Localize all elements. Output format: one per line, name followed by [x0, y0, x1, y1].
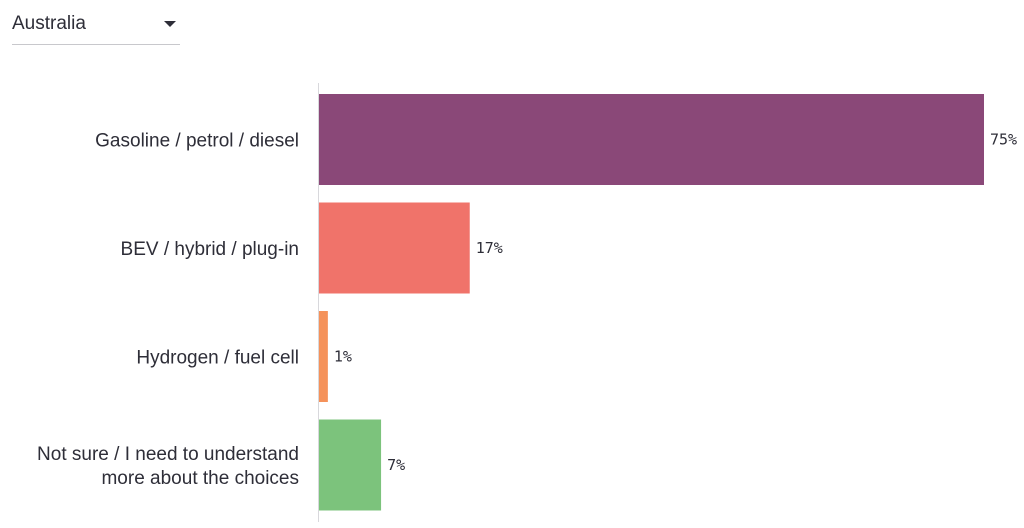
category-label-0: Gasoline / petrol / diesel — [95, 131, 299, 152]
country-dropdown[interactable]: Australia — [12, 8, 180, 45]
bar-value-label-1: 17% — [476, 239, 503, 257]
category-label-1: BEV / hybrid / plug-in — [121, 239, 299, 260]
bar-value-label-3: 7% — [387, 456, 405, 474]
bar-2 — [319, 311, 328, 402]
bars-layer: 75% Gasoline / petrol / diesel 17% BEV / hy… — [37, 94, 1017, 511]
category-label-3-line-0: Not sure / I need to understand — [37, 444, 299, 465]
bar-value-label-0: 75% — [990, 131, 1017, 149]
category-label-3-line-1: more about the choices — [101, 468, 299, 489]
caret-down-icon — [164, 21, 176, 27]
bar-3 — [319, 419, 382, 511]
country-dropdown-value: Australia — [12, 13, 86, 34]
bar-value-label-2: 1% — [334, 348, 352, 366]
category-label-2: Hydrogen / fuel cell — [136, 348, 299, 369]
bar-1 — [319, 202, 470, 294]
bar-0 — [319, 94, 984, 185]
